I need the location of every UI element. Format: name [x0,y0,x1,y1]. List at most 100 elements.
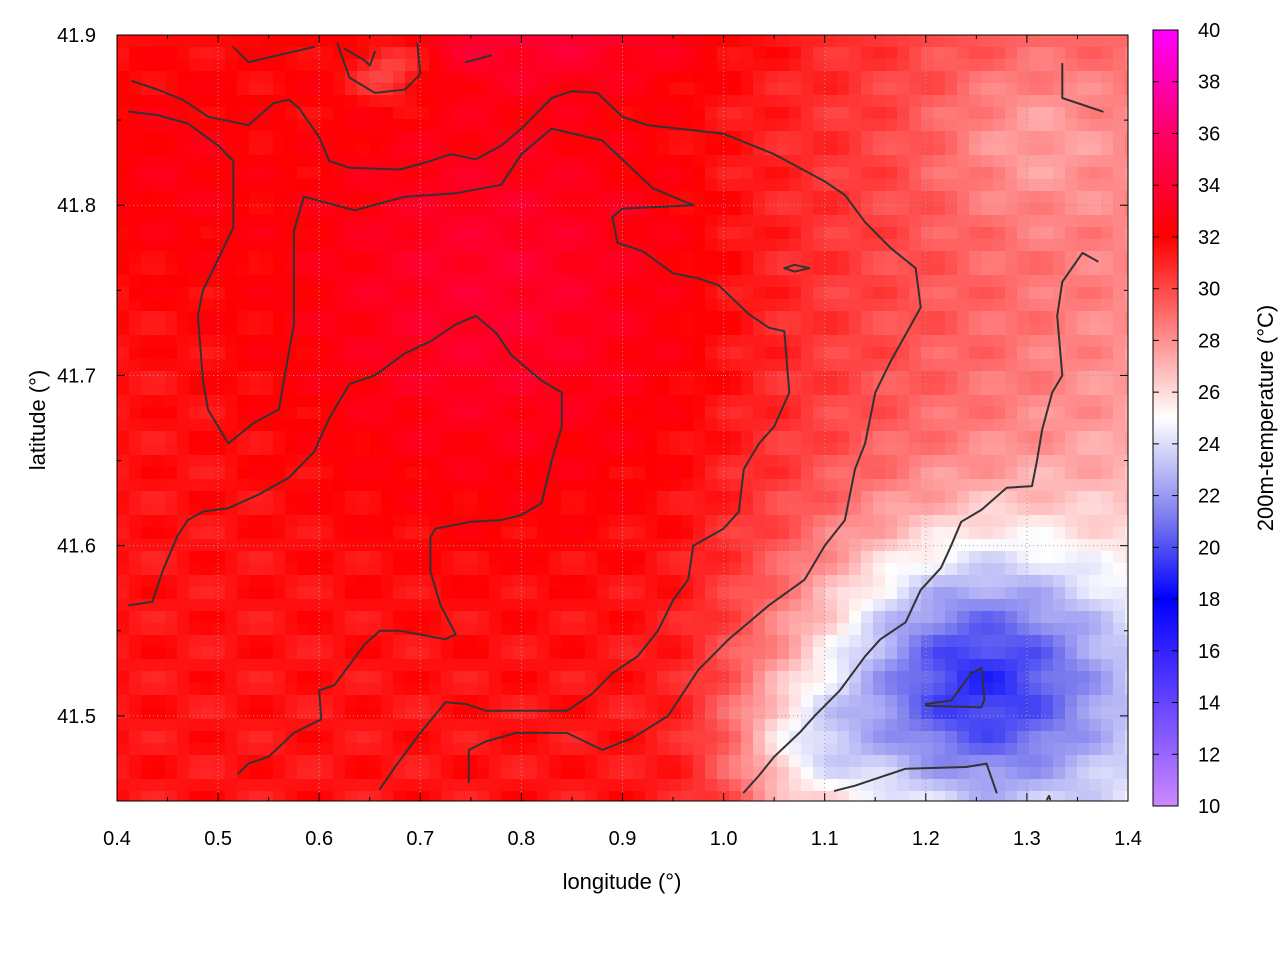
heatmap-cell [657,419,670,432]
heatmap-cell [621,599,634,612]
heatmap-cell [645,35,658,48]
heatmap-cell [1065,467,1078,480]
heatmap-cell [1077,467,1090,480]
heatmap-cell [645,683,658,696]
heatmap-cell [705,695,718,708]
heatmap-cell [441,731,454,744]
heatmap-cell [945,383,958,396]
heatmap-cell [489,479,502,492]
heatmap-cell [489,467,502,480]
heatmap-cell [393,659,406,672]
heatmap-cell [705,119,718,132]
heatmap-cell [297,647,310,660]
heatmap-cell [225,275,238,288]
heatmap-cell [837,419,850,432]
heatmap-cell [525,287,538,300]
heatmap-cell [981,227,994,240]
heatmap-cell [141,167,154,180]
heatmap-cell [189,143,202,156]
heatmap-cell [321,287,334,300]
heatmap-cell [645,611,658,624]
heatmap-cell [945,47,958,60]
heatmap-cell [465,575,478,588]
heatmap-cell [261,491,274,504]
heatmap-cell [465,323,478,336]
heatmap-cell [429,731,442,744]
heatmap-cell [717,323,730,336]
heatmap-cell [981,215,994,228]
heatmap-cell [477,719,490,732]
heatmap-cell [333,119,346,132]
heatmap-cell [561,131,574,144]
heatmap-cell [837,611,850,624]
heatmap-cell [201,695,214,708]
heatmap-cell [309,575,322,588]
heatmap-cell [561,251,574,264]
heatmap-cell [849,83,862,96]
heatmap-cell [705,83,718,96]
heatmap-cell [885,227,898,240]
heatmap-cell [561,59,574,72]
heatmap-cell [1125,347,1128,360]
heatmap-cell [357,563,370,576]
heatmap-cell [885,623,898,636]
heatmap-cell [177,443,190,456]
heatmap-cell [429,719,442,732]
heatmap-cell [165,647,178,660]
heatmap-cell [753,35,766,48]
heatmap-cell [129,311,142,324]
heatmap-cell [753,395,766,408]
heatmap-cell [729,467,742,480]
heatmap-cell [633,527,646,540]
heatmap-cell [645,287,658,300]
heatmap-cell [777,503,790,516]
heatmap-cell [597,215,610,228]
heatmap-cell [1017,311,1030,324]
heatmap-cell [165,155,178,168]
heatmap-cell [165,431,178,444]
heatmap-cell [753,359,766,372]
heatmap-cell [453,323,466,336]
heatmap-cell [501,467,514,480]
heatmap-cell [417,647,430,660]
heatmap-cell [765,587,778,600]
heatmap-cell [369,71,382,84]
heatmap-cell [993,539,1006,552]
heatmap-cell [417,503,430,516]
heatmap-cell [909,419,922,432]
heatmap-cell [825,95,838,108]
heatmap-cell [333,431,346,444]
heatmap-cell [981,587,994,600]
heatmap-cell [369,719,382,732]
heatmap-cell [861,227,874,240]
heatmap-cell [393,263,406,276]
heatmap-cell [681,659,694,672]
heatmap-cell [489,611,502,624]
heatmap-cell [921,167,934,180]
heatmap-cell [225,167,238,180]
heatmap-cell [873,467,886,480]
heatmap-cell [753,491,766,504]
heatmap-cell [549,275,562,288]
heatmap-cell [921,155,934,168]
heatmap-cell [465,227,478,240]
heatmap-cell [489,191,502,204]
heatmap-cell [1101,119,1114,132]
heatmap-cell [417,47,430,60]
heatmap-cell [1077,215,1090,228]
heatmap-cell [201,419,214,432]
heatmap-cell [1017,455,1030,468]
heatmap-cell [141,335,154,348]
heatmap-cell [1029,323,1042,336]
heatmap-cell [285,515,298,528]
heatmap-cell [561,119,574,132]
heatmap-cell [393,491,406,504]
heatmap-cell [225,467,238,480]
heatmap-cell [777,179,790,192]
heatmap-cell [681,335,694,348]
heatmap-cell [537,719,550,732]
heatmap-cell [1029,347,1042,360]
heatmap-cell [729,431,742,444]
heatmap-cell [873,251,886,264]
heatmap-cell [489,647,502,660]
